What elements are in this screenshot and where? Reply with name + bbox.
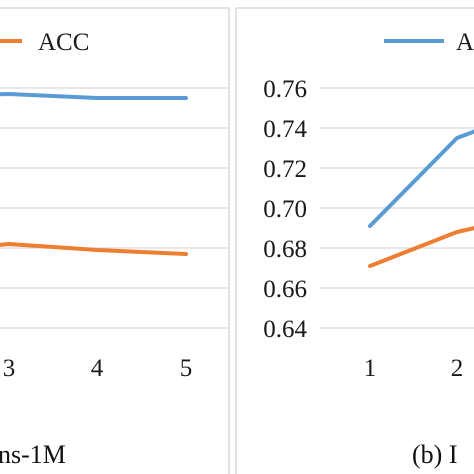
x-tick-label: 4 <box>91 355 104 382</box>
y-tick-label: 0.70 <box>263 196 307 223</box>
series-line-blue <box>368 129 474 228</box>
legend-label: ACC <box>38 29 89 56</box>
series-line-orange <box>368 226 474 268</box>
y-tick-label: 0.66 <box>263 276 307 303</box>
y-tick-label: 0.72 <box>263 156 307 183</box>
panel-frame-right <box>235 7 474 474</box>
x-tick-label: 3 <box>3 355 16 382</box>
caption-right: (b) I <box>412 440 458 469</box>
legend-label: A <box>456 29 474 56</box>
x-tick-label: 2 <box>451 355 464 382</box>
chart-panel-right: 0.64 0.66 0.68 0.70 0.72 0.74 0.76 1 2 A <box>235 7 474 474</box>
series-line-orange <box>0 242 188 256</box>
y-tick-label: 0.74 <box>263 116 307 143</box>
y-tick-label: 0.76 <box>263 76 307 103</box>
gridlines <box>320 87 474 329</box>
panel-frame-left <box>0 7 230 474</box>
y-tick-label: 0.68 <box>263 236 307 263</box>
chart-panel-left: 3 4 5 ACC <box>0 7 230 474</box>
gridlines <box>0 87 230 329</box>
y-tick-label: 0.64 <box>263 316 307 343</box>
x-tick-label: 1 <box>364 355 377 382</box>
x-tick-label: 5 <box>180 355 193 382</box>
caption-left: ns-1M <box>0 440 66 469</box>
series-line-blue <box>0 92 188 100</box>
